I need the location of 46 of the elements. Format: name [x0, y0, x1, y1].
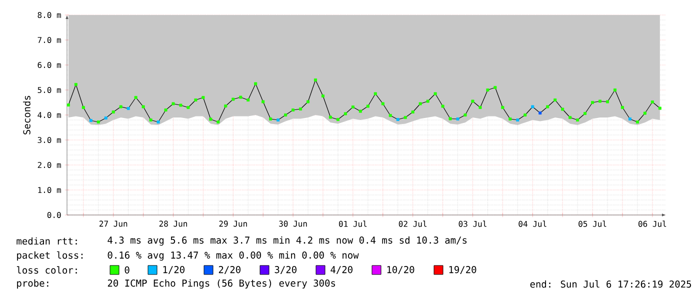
y-tick-label: 7.0 m	[38, 36, 61, 44]
x-tick-label: 03 Jul	[458, 220, 486, 227]
legend-label: 3/20	[274, 266, 296, 274]
point	[276, 118, 280, 122]
text: median rtt:	[16, 237, 77, 245]
point	[456, 117, 460, 120]
text: 4.3 ms avg 5.6 ms max 3.7 ms min 4.2 ms now 0.4 ms sd 10.3 am/s	[108, 236, 467, 246]
legend-label: 10/20	[387, 266, 414, 274]
text: end: Sun Jul 6 17:26:19 2025	[530, 280, 692, 288]
y-axis-title: Seconds	[23, 96, 30, 134]
point	[156, 120, 160, 124]
y-tick-label: 8.0 m	[38, 12, 61, 18]
legend-label: 2/20	[218, 266, 240, 274]
x-tick-label: 05 Jul	[578, 220, 606, 227]
y-tick-label: 1.0 m	[38, 186, 61, 194]
y-tick-label: 5.0 m	[38, 86, 61, 94]
x-tick-label: 27 Jun	[99, 220, 128, 227]
legend-label: 0	[124, 266, 130, 274]
x-tick-label: 28 Jun	[159, 220, 187, 227]
text: 20 ICMP Echo Pings (56 Bytes) every 300s	[108, 279, 336, 289]
y-tick-label: 6.0 m	[38, 62, 61, 68]
x-tick-label: 04 Jul	[518, 220, 546, 227]
x-tick-label: 02 Jul	[398, 220, 426, 227]
legend-label: 19/20	[449, 266, 476, 274]
legend-label: 1/20	[163, 266, 184, 274]
legend-label: 4/20	[330, 266, 352, 274]
point	[628, 117, 632, 120]
point	[89, 118, 92, 122]
text: 0.16 % avg 13.47 % max 0.00 % min 0.00 % now	[108, 251, 359, 261]
x-tick-label: 30 Jun	[279, 220, 307, 227]
point	[538, 111, 542, 114]
y-tick-label: 3.0 m	[38, 136, 61, 144]
y-tick-label: 0.0	[47, 212, 61, 218]
legend-title: loss color:	[16, 266, 77, 274]
point	[396, 118, 400, 121]
y-tick-label: 4.0 m	[38, 112, 61, 118]
text: probe:	[17, 279, 48, 289]
point	[104, 116, 108, 120]
y-tick-label: 2.0 m	[38, 162, 61, 168]
point	[516, 118, 520, 122]
point	[126, 106, 130, 110]
x-tick-label: 06 Jul	[638, 220, 666, 227]
x-tick-label: 29 Jun	[219, 220, 247, 227]
text: packet loss:	[17, 251, 83, 261]
point	[531, 105, 534, 108]
x-tick-label: 01 Jul	[339, 220, 367, 227]
